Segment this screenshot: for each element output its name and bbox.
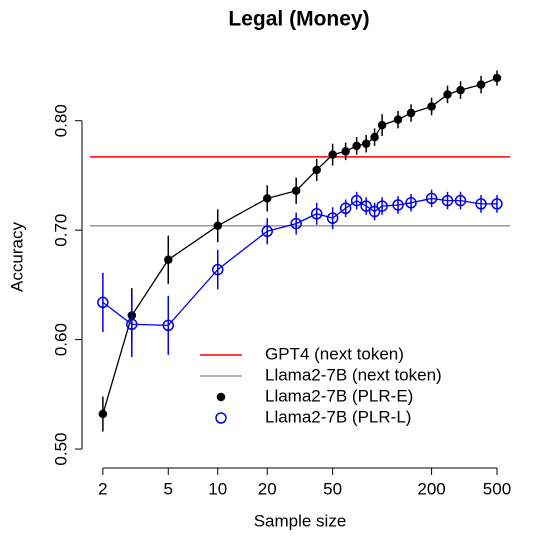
point: [476, 80, 486, 89]
legend-label: GPT4 (next token): [265, 344, 404, 363]
chart-title: Legal (Money): [228, 8, 369, 31]
x-tick-label: 10: [208, 479, 227, 498]
x-tick-label: 500: [483, 479, 511, 498]
y-tick-label: 0.50: [51, 433, 70, 466]
x-tick-label: 20: [258, 479, 277, 498]
y-tick-label: 0.60: [51, 323, 70, 356]
point: [261, 225, 273, 238]
point: [213, 221, 223, 231]
series-line: [102, 197, 497, 327]
point: [456, 85, 465, 95]
legend-label: Llama2-7B (PLR-L): [265, 407, 411, 426]
point: [290, 217, 302, 230]
point: [406, 108, 416, 118]
point: [454, 194, 467, 207]
point: [164, 255, 173, 264]
y-axis-label: Accuracy: [7, 222, 26, 292]
point: [98, 409, 108, 419]
series-line: [102, 77, 498, 415]
point: [310, 208, 323, 220]
legend-marker: [216, 392, 226, 402]
point: [491, 198, 503, 210]
point: [352, 141, 361, 151]
point: [492, 73, 502, 83]
point: [350, 194, 363, 207]
point: [443, 90, 452, 99]
legend-label: Llama2-7B (next token): [265, 365, 442, 384]
point: [393, 115, 403, 124]
y-tick-label: 0.80: [51, 104, 70, 137]
x-tick-label: 2: [98, 479, 107, 498]
point: [361, 139, 371, 148]
point: [97, 296, 109, 309]
point: [370, 132, 379, 142]
x-tick-label: 200: [417, 479, 445, 498]
x-axis-label: Sample size: [254, 511, 347, 530]
point: [425, 192, 438, 205]
point: [405, 197, 417, 209]
point: [291, 186, 301, 196]
point: [376, 200, 388, 212]
point: [377, 120, 387, 130]
legend-marker: [215, 412, 227, 424]
point: [341, 147, 350, 156]
point: [339, 202, 352, 215]
point: [475, 198, 487, 210]
x-tick-label: 5: [164, 479, 173, 498]
y-tick-label: 0.70: [51, 214, 70, 247]
point: [328, 150, 337, 159]
point: [262, 194, 272, 203]
point: [368, 205, 381, 218]
point: [392, 199, 404, 211]
point: [360, 200, 372, 212]
point: [312, 165, 321, 175]
x-tick-label: 50: [323, 479, 342, 498]
point: [326, 212, 339, 224]
point: [212, 263, 224, 276]
point: [162, 319, 175, 332]
point: [126, 318, 138, 331]
legend-label: Llama2-7B (PLR-E): [265, 386, 413, 405]
point: [441, 194, 454, 207]
point: [427, 102, 436, 111]
